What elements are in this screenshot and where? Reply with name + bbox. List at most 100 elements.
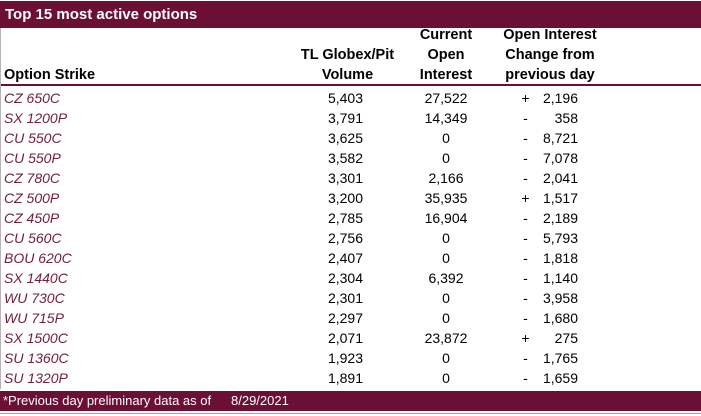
open-interest-cell: 23,872 [424, 330, 468, 346]
table-row: CZ 500P 3,200 35,935 +1,517 [0, 188, 701, 208]
open-interest-cell: 0 [442, 230, 450, 246]
column-header-option-strike-label: Option Strike [4, 67, 96, 83]
change-value-cell: 358 [554, 110, 578, 126]
volume-cell: 1,923 [327, 350, 363, 366]
change-sign-cell: + [521, 190, 530, 206]
change-value-cell: 2,041 [542, 170, 578, 186]
change-sign-cell: - [523, 170, 528, 186]
option-strike-cell: CZ 780C [4, 170, 61, 186]
option-strike-cell: CU 550C [4, 130, 62, 146]
change-value-cell: 1,517 [542, 190, 578, 206]
open-interest-cell: 2,166 [428, 170, 464, 186]
column-header-open-interest: Current Open Interest [398, 25, 494, 85]
column-header-volume: TL Globex/Pit Volume [300, 45, 395, 85]
footer-note: *Previous day preliminary data as of [3, 393, 212, 408]
volume-cell: 5,403 [327, 90, 363, 106]
table-row: SX 1500C 2,071 23,872 +275 [0, 328, 701, 348]
change-value-cell: 2,189 [542, 210, 578, 226]
change-value-cell: 1,765 [542, 350, 578, 366]
table-row: SX 1200P 3,791 14,349 - 358 [0, 108, 701, 128]
option-strike-cell: SX 1200P [4, 110, 68, 126]
change-sign-cell: - [523, 250, 528, 266]
column-header-open-interest-line1: Current [419, 27, 473, 43]
option-strike-cell: CZ 450P [4, 210, 60, 226]
option-strike-cell: WU 730C [4, 290, 65, 306]
option-strike-cell: BOU 620C [4, 250, 72, 266]
table-row: SX 1440C 2,304 6,392 -1,140 [0, 268, 701, 288]
volume-cell: 1,891 [327, 370, 363, 386]
open-interest-cell: 27,522 [424, 90, 468, 106]
open-interest-cell: 0 [442, 250, 450, 266]
change-sign-cell: - [523, 150, 528, 166]
footer-date: 8/29/2021 [231, 393, 289, 408]
footer-bar: *Previous day preliminary data as of 8/2… [0, 391, 701, 411]
option-strike-cell: CU 560C [4, 230, 62, 246]
table-row: WU 715P 2,297 0 -1,680 [0, 308, 701, 328]
volume-cell: 2,407 [327, 250, 363, 266]
change-value-cell: 8,721 [542, 130, 578, 146]
table-row: CU 560C 2,756 0 -5,793 [0, 228, 701, 248]
bottom-border-line [0, 413, 701, 414]
option-strike-cell: SU 1360C [4, 350, 69, 366]
table-row: BOU 620C 2,407 0 -1,818 [0, 248, 701, 268]
volume-cell: 2,301 [327, 290, 363, 306]
option-strike-cell: SX 1440C [4, 270, 68, 286]
open-interest-cell: 0 [442, 130, 450, 146]
open-interest-cell: 16,904 [424, 210, 468, 226]
table-row: CZ 780C 3,301 2,166 -2,041 [0, 168, 701, 188]
volume-cell: 2,297 [327, 310, 363, 326]
volume-cell: 2,785 [327, 210, 363, 226]
change-sign-cell: - [523, 230, 528, 246]
open-interest-cell: 0 [442, 290, 450, 306]
volume-cell: 3,791 [327, 110, 363, 126]
header-underline [0, 84, 701, 86]
table-row: CZ 650C 5,403 27,522 +2,196 [0, 88, 701, 108]
column-header-open-interest-line3: Interest [419, 67, 473, 83]
column-header-oi-change-line1: Open Interest [503, 27, 597, 43]
open-interest-cell: 6,392 [428, 270, 464, 286]
change-sign-cell: - [523, 290, 528, 306]
volume-cell: 3,200 [327, 190, 363, 206]
change-sign-cell: - [523, 130, 528, 146]
table-row: CZ 450P 2,785 16,904 -2,189 [0, 208, 701, 228]
volume-cell: 2,071 [327, 330, 363, 346]
volume-cell: 2,756 [327, 230, 363, 246]
table-row: CU 550C 3,625 0 -8,721 [0, 128, 701, 148]
volume-cell: 2,304 [327, 270, 363, 286]
column-header-volume-line2: Volume [321, 67, 374, 83]
change-value-cell: 1,818 [542, 250, 578, 266]
change-sign-cell: - [523, 370, 528, 386]
report-title-bar: Top 15 most active options [0, 1, 701, 28]
change-value-cell: 1,680 [542, 310, 578, 326]
change-sign-cell: - [523, 210, 528, 226]
open-interest-cell: 0 [442, 310, 450, 326]
table-rows: CZ 650C 5,403 27,522 +2,196 SX 1200P 3,791 14,… [0, 88, 701, 388]
change-value-cell: 275 [554, 330, 578, 346]
column-header-volume-line1: TL Globex/Pit [300, 47, 395, 63]
column-header-open-interest-line2: Open [427, 47, 465, 63]
change-value-cell: 5,793 [542, 230, 578, 246]
table-row: WU 730C 2,301 0 -3,958 [0, 288, 701, 308]
change-sign-cell: + [521, 90, 530, 106]
change-value-cell: 7,078 [542, 150, 578, 166]
option-strike-cell: CZ 500P [4, 190, 60, 206]
option-strike-cell: WU 715P [4, 310, 64, 326]
column-header-option-strike: Option Strike [4, 65, 95, 85]
option-strike-cell: SX 1500C [4, 330, 68, 346]
change-sign-cell: - [523, 350, 528, 366]
column-header-oi-change-line2: Change from [505, 47, 595, 63]
volume-cell: 3,625 [327, 130, 363, 146]
open-interest-cell: 35,935 [424, 190, 468, 206]
option-strike-cell: CZ 650C [4, 90, 61, 106]
open-interest-cell: 0 [442, 370, 450, 386]
open-interest-cell: 14,349 [424, 110, 468, 126]
change-sign-cell: - [523, 310, 528, 326]
open-interest-cell: 0 [442, 150, 450, 166]
option-strike-cell: CU 550P [4, 150, 61, 166]
change-value-cell: 2,196 [542, 90, 578, 106]
change-value-cell: 1,140 [542, 270, 578, 286]
column-header-oi-change: Open Interest Change from previous day [494, 25, 606, 85]
change-sign-cell: + [521, 330, 530, 346]
volume-cell: 3,582 [327, 150, 363, 166]
